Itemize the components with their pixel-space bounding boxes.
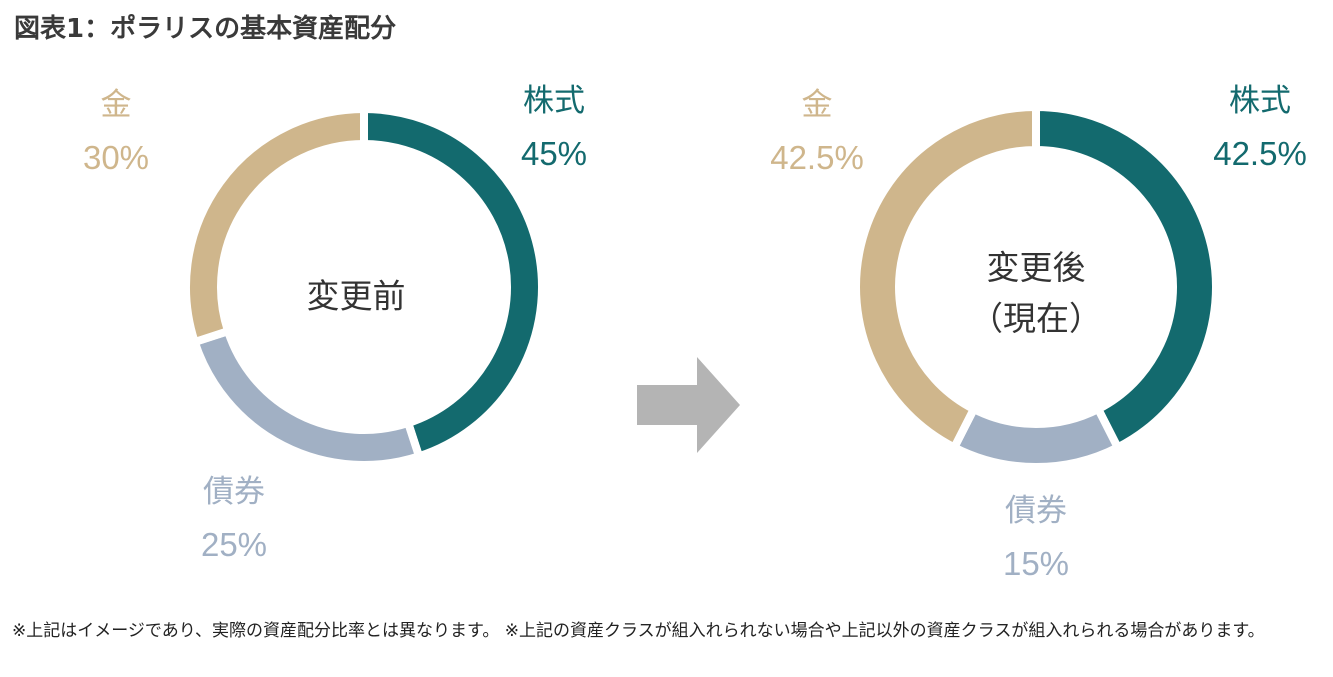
label-gold-after: 金 42.5% [770, 87, 864, 176]
center-label: 変更前 [306, 276, 406, 316]
center-sublabel: （現在） [970, 299, 1102, 338]
label-bonds-before: 債券 25% [200, 474, 268, 563]
donut-slice-stocks [360, 104, 546, 462]
slice-name: 金 [100, 87, 132, 123]
donut-center-label-after: 変更後 （現在） [970, 242, 1102, 344]
slice-percent: 42.5% [1213, 135, 1307, 172]
slice-percent: 15% [1002, 545, 1070, 582]
slice-name: 債券 [203, 474, 265, 510]
slice-name: 債券 [1005, 493, 1067, 529]
donut-slice-gold [182, 104, 368, 348]
slice-name: 金 [801, 87, 833, 123]
donut-slice-bonds [189, 326, 425, 469]
donut-slice-bonds [948, 403, 1124, 471]
label-bonds-after: 債券 15% [1002, 493, 1070, 582]
center-label: 変更後 [986, 247, 1086, 287]
donut-chart-before [182, 104, 546, 469]
slice-name: 株式 [523, 83, 585, 119]
slice-name: 株式 [1228, 83, 1291, 119]
label-gold-before: 金 30% [82, 87, 150, 176]
donut-chart-after [852, 102, 1220, 471]
label-stocks-after: 株式 42.5% [1213, 83, 1307, 172]
footnote: ※上記はイメージであり、実際の資産配分比率とは異なります。 ※上記の資産クラスが… [12, 621, 1265, 641]
figure-title: 図表1：ポラリスの基本資産配分 [14, 14, 397, 44]
donut-slice-gold [852, 102, 1040, 453]
slice-percent: 25% [200, 526, 268, 563]
slice-percent: 30% [82, 139, 150, 176]
slice-percent: 45% [520, 135, 588, 172]
label-stocks-before: 株式 45% [520, 83, 588, 172]
donut-slice-stocks [1032, 102, 1220, 453]
slice-percent: 42.5% [770, 139, 864, 176]
donut-center-label-before: 変更前 [307, 270, 406, 321]
charts-canvas [182, 102, 1220, 471]
arrow-right-icon [637, 357, 740, 453]
